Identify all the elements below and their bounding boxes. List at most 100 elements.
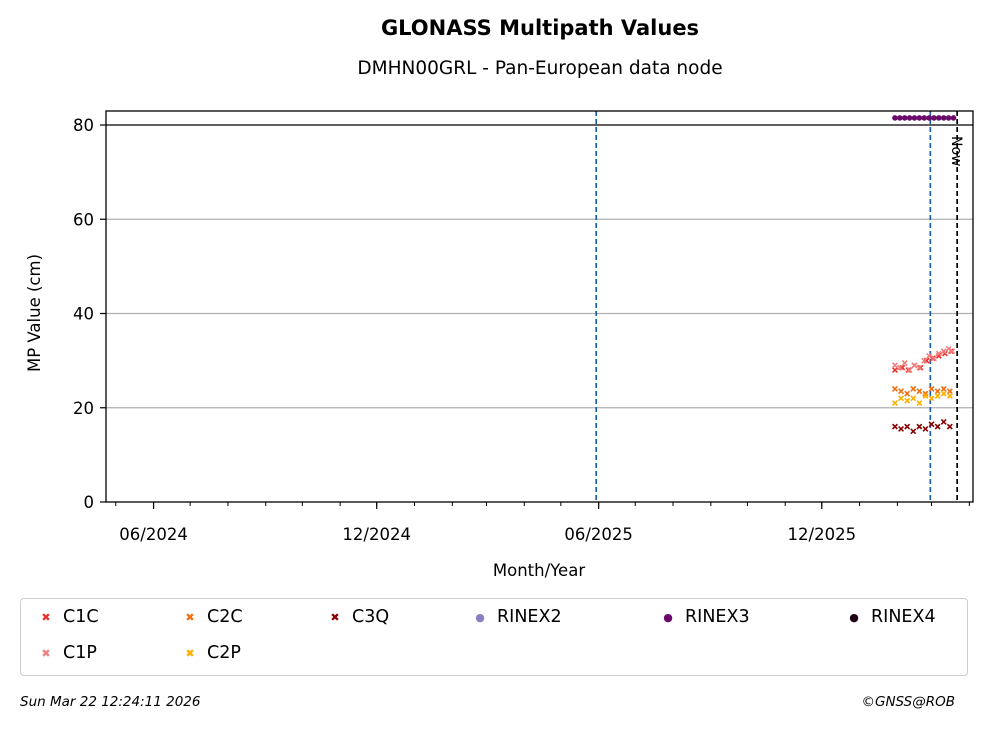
point-c2c	[934, 388, 941, 395]
point-c1p	[926, 352, 933, 359]
point-rinex3	[901, 115, 908, 121]
point-c2p	[916, 400, 923, 407]
point-c1p	[949, 348, 956, 355]
point-c1p	[921, 357, 928, 364]
point-c2c	[946, 388, 953, 395]
legend-item-rinex3: ● RINEX3	[661, 607, 750, 628]
y-tick-label: 40	[73, 305, 94, 324]
legend-marker: ✖	[185, 611, 195, 624]
legend-label: C2P	[207, 643, 241, 663]
point-c2c	[904, 390, 911, 397]
legend-label: RINEX2	[497, 607, 562, 627]
point-c3q	[904, 423, 911, 430]
point-c3q	[898, 425, 905, 432]
point-rinex3	[916, 115, 923, 121]
legend-item-rinex4: ● RINEX4	[847, 607, 936, 628]
point-c2c	[910, 385, 917, 392]
legend-marker: ✖	[185, 647, 195, 660]
y-tick-label: 0	[84, 493, 95, 512]
series-c2c	[891, 385, 953, 397]
point-c3q	[934, 423, 941, 430]
legend-marker: ●	[849, 611, 859, 624]
legend-label: C2C	[207, 607, 243, 627]
legend-marker: ✖	[41, 611, 51, 624]
point-rinex3	[936, 115, 942, 121]
point-c1p	[891, 362, 898, 369]
legend-marker: ●	[475, 611, 485, 624]
legend-label: C3Q	[352, 607, 390, 627]
point-c1p	[916, 364, 923, 371]
point-c1c	[929, 355, 936, 362]
point-c3q	[891, 423, 898, 430]
point-c3q	[916, 423, 923, 430]
legend-label: RINEX3	[685, 607, 750, 627]
point-c1p	[901, 360, 908, 366]
point-c1p	[911, 362, 918, 369]
x-tick-label: 06/2024	[119, 525, 188, 544]
x-tick-label: 12/2024	[342, 525, 411, 544]
legend-label: C1P	[63, 643, 97, 663]
point-c1c	[917, 364, 924, 371]
legend-label: RINEX4	[871, 607, 936, 627]
point-c2p	[904, 397, 911, 404]
vertical-markers	[595, 111, 958, 502]
point-c2c	[940, 385, 947, 392]
point-c2p	[946, 393, 953, 399]
point-rinex3	[921, 115, 928, 121]
point-rinex3	[945, 115, 952, 121]
point-c3q	[928, 421, 935, 428]
point-c3q	[910, 428, 917, 435]
x-axis-label: Month/Year	[493, 561, 585, 580]
series-c2p	[891, 390, 953, 407]
point-c2p	[891, 400, 898, 407]
plot-background	[106, 111, 973, 502]
legend-item-c1c: ✖ C1C	[39, 607, 99, 628]
x-tick-label: 12/2025	[788, 525, 857, 544]
y-tick-label: 20	[73, 399, 94, 418]
x-tick-label: 06/2025	[564, 525, 633, 544]
chart-subtitle: DMHN00GRL - Pan-European data node	[357, 58, 723, 79]
point-rinex3	[950, 115, 957, 121]
y-tick-label: 60	[73, 210, 94, 229]
series-rinex3	[892, 115, 957, 121]
point-c2c	[898, 388, 905, 395]
point-rinex3	[926, 115, 932, 121]
legend-item-c3q: ✖ C3Q	[328, 607, 389, 628]
series-c3q	[891, 418, 953, 435]
y-tick-label: 80	[73, 116, 94, 135]
point-c2c	[916, 388, 923, 395]
point-rinex3	[940, 115, 947, 121]
point-c2c	[928, 385, 935, 392]
point-c2c	[891, 385, 898, 392]
point-c1c	[891, 367, 898, 374]
grid-lines	[106, 124, 973, 409]
point-c1c	[905, 367, 912, 374]
point-rinex3	[931, 115, 937, 121]
point-c1p	[931, 355, 937, 362]
point-c1p	[945, 345, 952, 352]
legend-marker: ●	[663, 611, 673, 624]
point-c2p	[898, 395, 905, 402]
chart-area: 0 20 40 60 80 06/2024 12/2024 06/2025 12/2025 N…	[25, 110, 974, 580]
point-rinex3	[906, 115, 913, 121]
legend-item-c2c: ✖ C2C	[183, 607, 243, 628]
point-c1p	[940, 348, 947, 355]
point-rinex3	[911, 115, 918, 121]
point-c3q	[946, 423, 953, 430]
point-c3q	[922, 425, 929, 432]
legend: ✖ C1C ✖ C2C ✖ C3Q ● RINEX2 ● RINEX3 ● RINEX4 ✖ C1P ✖ C2…	[20, 598, 968, 676]
point-c1p	[935, 350, 942, 357]
legend-item-c2p: ✖ C2P	[183, 643, 241, 664]
plot-frame	[105, 110, 974, 503]
legend-label: C1C	[63, 607, 99, 627]
data-points	[891, 115, 957, 435]
legend-item-rinex2: ● RINEX2	[473, 607, 562, 628]
point-c2p	[922, 393, 929, 399]
credit: ©GNSS@ROB	[861, 694, 956, 710]
point-c1p	[906, 367, 913, 374]
point-rinex3	[897, 115, 903, 121]
legend-item-c1p: ✖ C1P	[39, 643, 97, 664]
point-c2p	[934, 393, 941, 399]
point-rinex3	[892, 115, 898, 121]
series-c1p	[891, 345, 956, 374]
